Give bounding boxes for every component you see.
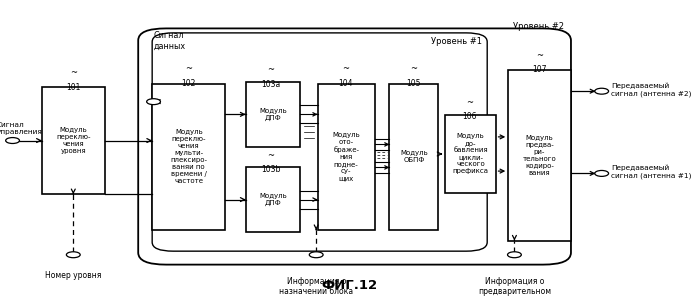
Text: ФИГ.12: ФИГ.12 — [321, 279, 377, 292]
Circle shape — [309, 252, 323, 258]
Bar — [445, 115, 496, 193]
Circle shape — [66, 252, 80, 258]
Bar — [246, 82, 300, 147]
Text: Модуль
ото-
браже-
ния
подне-
су-
щих: Модуль ото- браже- ния подне- су- щих — [332, 132, 360, 181]
Text: ~: ~ — [342, 64, 349, 73]
Text: 104: 104 — [339, 79, 352, 88]
Text: ~: ~ — [70, 68, 77, 77]
Text: Модуль
переклю-
чения
мульти-
плексиро-
ваняи по
времени /
частоте: Модуль переклю- чения мульти- плексиро- … — [170, 129, 207, 184]
Bar — [389, 84, 438, 230]
Text: Сигнал
данных: Сигнал данных — [154, 31, 186, 51]
Text: Модуль
ОБПФ: Модуль ОБПФ — [400, 150, 428, 164]
Text: Уровень #1: Уровень #1 — [431, 37, 482, 46]
Text: Передаваемый
сигнал (антенна #1): Передаваемый сигнал (антенна #1) — [611, 165, 691, 179]
Text: Модуль
ДПФ: Модуль ДПФ — [259, 193, 287, 206]
Text: 106: 106 — [463, 112, 477, 121]
FancyBboxPatch shape — [152, 33, 487, 251]
Text: Номер уровня: Номер уровня — [45, 271, 101, 280]
Text: 103a: 103a — [261, 80, 281, 89]
FancyBboxPatch shape — [138, 28, 571, 265]
Text: Модуль
переклю-
чения
уровня: Модуль переклю- чения уровня — [56, 127, 91, 154]
Text: Модуль
до-
бавления
цикли-
ческого
префикса: Модуль до- бавления цикли- ческого префи… — [452, 133, 489, 175]
Text: 103b: 103b — [261, 165, 281, 174]
Text: Модуль
ДПФ: Модуль ДПФ — [259, 108, 287, 121]
Text: ~: ~ — [185, 64, 192, 73]
Text: Информация о
назначении блока
ресурсов: Информация о назначении блока ресурсов — [279, 277, 353, 299]
Text: ~: ~ — [536, 51, 543, 60]
Text: ~: ~ — [267, 151, 274, 160]
Circle shape — [595, 88, 609, 94]
Text: Уровень #2: Уровень #2 — [513, 22, 564, 31]
Circle shape — [6, 138, 20, 144]
Text: 105: 105 — [406, 79, 420, 88]
Text: Модуль
предва-
ри-
тельного
кодиро-
вания: Модуль предва- ри- тельного кодиро- вани… — [523, 135, 556, 176]
Text: ~: ~ — [466, 98, 473, 107]
Text: 102: 102 — [181, 79, 195, 88]
Text: ~: ~ — [410, 64, 417, 73]
Text: Передаваемый
сигнал (антенна #2): Передаваемый сигнал (антенна #2) — [611, 83, 691, 97]
Text: 107: 107 — [533, 65, 547, 74]
Bar — [508, 70, 571, 241]
Text: 101: 101 — [66, 83, 80, 91]
Bar — [152, 84, 225, 230]
Text: Сигнал
управления: Сигнал управления — [0, 122, 43, 135]
Bar — [246, 167, 300, 232]
Text: Информация о
предварительном
кодировании: Информация о предварительном кодировании — [478, 277, 551, 299]
Circle shape — [147, 99, 161, 105]
Circle shape — [595, 170, 609, 176]
Bar — [318, 84, 375, 230]
Text: ~: ~ — [267, 65, 274, 74]
Circle shape — [507, 252, 521, 258]
Bar — [42, 87, 105, 194]
